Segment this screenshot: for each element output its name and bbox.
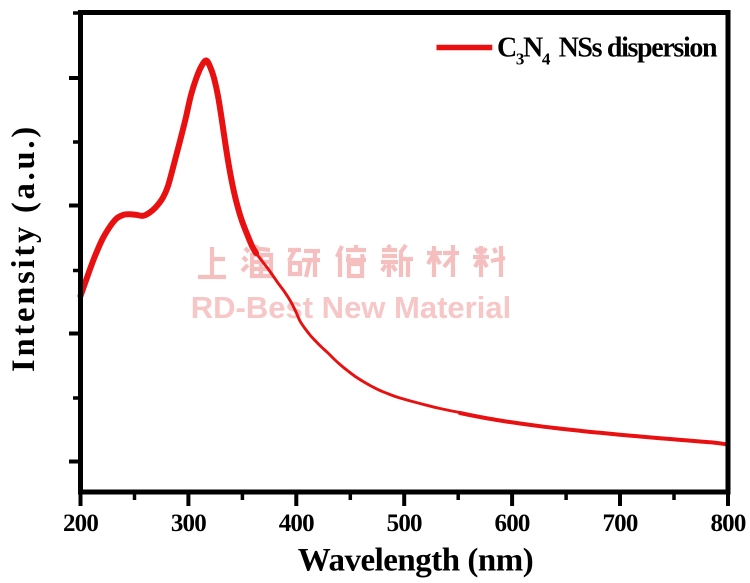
- svg-text:400: 400: [279, 510, 314, 537]
- svg-text:RD-Best New Material: RD-Best New Material: [191, 290, 511, 325]
- svg-text:200: 200: [63, 510, 98, 537]
- svg-text:Wavelength (nm): Wavelength (nm): [298, 543, 533, 579]
- svg-text:500: 500: [387, 510, 422, 537]
- svg-text:600: 600: [495, 510, 530, 537]
- svg-text:800: 800: [710, 510, 745, 537]
- svg-text:700: 700: [602, 510, 637, 537]
- svg-text:Intensity (a.u.): Intensity (a.u.): [6, 124, 42, 372]
- svg-text:300: 300: [171, 510, 206, 537]
